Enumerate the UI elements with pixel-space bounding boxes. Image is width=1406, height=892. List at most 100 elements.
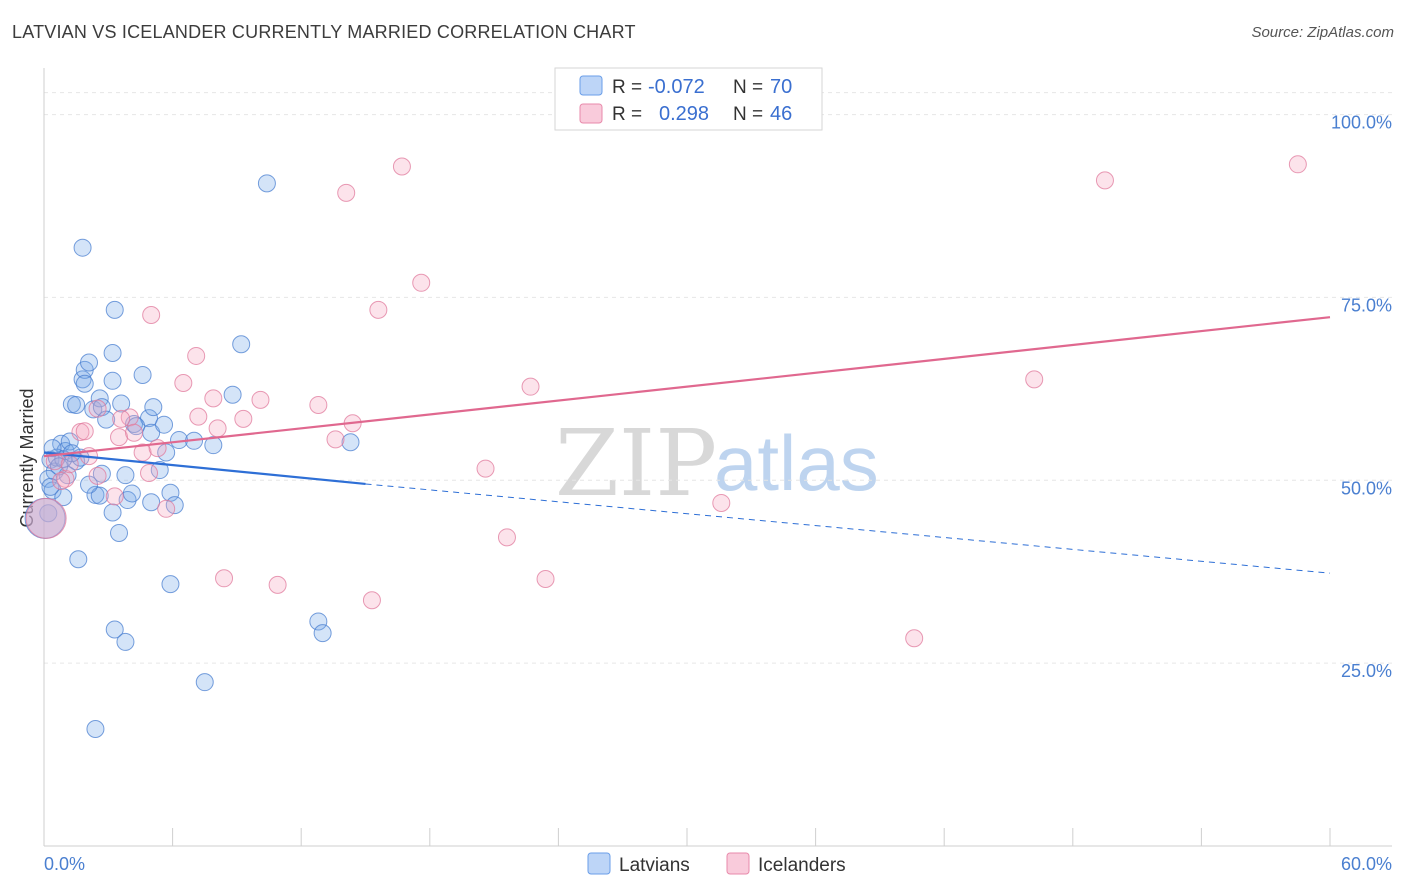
watermark-atlas: atlas [714, 419, 879, 507]
bottom-legend-swatch-icelanders [726, 852, 750, 875]
latvian-point [313, 624, 332, 643]
icelander-point [234, 409, 253, 428]
icelander-point [268, 575, 287, 594]
latvian-point [110, 523, 129, 542]
axes [43, 68, 1392, 847]
series-legend: Latvians Icelanders [587, 852, 846, 876]
legend-swatch-icelanders [579, 103, 603, 124]
legend-n-label-1: N = [733, 77, 763, 98]
icelander-point [521, 377, 540, 396]
latvian-point [257, 174, 276, 193]
icelander-point [204, 389, 223, 408]
latvian-point [112, 394, 131, 413]
icelander-point [105, 487, 124, 506]
icelander-point [187, 346, 206, 365]
icelander-point [326, 430, 345, 449]
latvian-point [204, 436, 223, 455]
icelander-point [362, 591, 381, 610]
latvian-point [105, 620, 124, 639]
latvian-point [144, 398, 163, 417]
icelander-point [110, 428, 129, 447]
icelander-point [52, 472, 71, 491]
icelander-point [337, 183, 356, 202]
x-tick-label-max: 60.0% [1341, 854, 1392, 874]
icelander-point [75, 422, 94, 441]
legend-n-value-2: 46 [770, 103, 792, 125]
source-label: Source: ZipAtlas.com [1251, 24, 1394, 41]
icelander-point [476, 459, 495, 478]
icelander-point [251, 390, 270, 409]
latvian-point [309, 612, 328, 631]
latvian-point [195, 673, 214, 692]
icelander-point [112, 409, 131, 428]
legend-n-label-2: N = [733, 104, 763, 125]
x-ticks [43, 828, 1331, 846]
y-tick-label: 50.0% [1341, 478, 1392, 498]
latvian-point [341, 433, 360, 452]
icelander-point [125, 423, 144, 442]
latvian-point [105, 300, 124, 319]
icelander-point [174, 374, 193, 393]
legend-r-value-1: -0.072 [648, 76, 705, 98]
latvian-point [103, 503, 122, 522]
latvian-point [39, 504, 58, 523]
latvian-point [41, 477, 60, 496]
latvian-point [155, 415, 174, 434]
icelander-point [157, 499, 176, 518]
latvian-point [116, 466, 135, 485]
latvian-point [90, 486, 109, 505]
icelander-point [208, 419, 227, 438]
icelander-point [88, 466, 107, 485]
icelander-point [88, 399, 107, 418]
latvian-point [165, 496, 184, 515]
watermark: ZIP atlas [555, 410, 879, 517]
icelander-point [1288, 155, 1307, 174]
icelander-point [142, 305, 161, 324]
legend-r-label-2: R = [612, 104, 642, 125]
bottom-legend-icelanders: Icelanders [758, 855, 846, 876]
latvian-point [116, 632, 135, 651]
icelander-point [905, 629, 924, 648]
latvian-point [122, 484, 141, 503]
legend-swatch-latvians [579, 75, 603, 96]
latvian-point [103, 344, 122, 363]
latvian-point [232, 335, 251, 354]
chart-title: LATVIAN VS ICELANDER CURRENTLY MARRIED C… [12, 22, 636, 42]
icelander-point [25, 497, 67, 539]
grid-lines [44, 92, 1392, 664]
latvian-point [73, 238, 92, 257]
stats-legend: R = -0.072 N = 70 R = 0.298 N = 46 [554, 67, 823, 131]
legend-r-value-2: 0.298 [659, 103, 709, 125]
latvian-trend-line-extrapolated [365, 483, 1331, 574]
trend-lines [43, 316, 1331, 574]
latvian-point [150, 461, 169, 480]
latvian-point [223, 385, 242, 404]
icelander-point [140, 463, 159, 482]
icelander-point [215, 569, 234, 588]
latvian-point [86, 719, 105, 738]
y-tick-labels: 25.0% 50.0% 75.0% 100.0% [1331, 113, 1392, 682]
icelander-point [189, 407, 208, 426]
icelander-point [497, 528, 516, 547]
latvian-point [67, 395, 86, 414]
y-tick-label: 25.0% [1341, 661, 1392, 681]
latvian-point [133, 365, 152, 384]
bottom-legend-latvians: Latvians [619, 855, 690, 876]
latvian-point [80, 353, 99, 372]
icelander-trend-line [43, 316, 1331, 458]
legend-r-label-1: R = [612, 77, 642, 98]
y-axis-title: Currently Married [17, 388, 37, 527]
latvian-point [103, 371, 122, 390]
x-tick-label-min: 0.0% [44, 854, 85, 874]
data-points [24, 155, 1307, 738]
icelander-point [712, 493, 731, 512]
latvian-trend-line [43, 451, 366, 486]
icelander-point [412, 273, 431, 292]
latvian-point [142, 493, 161, 512]
bottom-legend-swatch-latvians [587, 852, 611, 875]
icelander-point [133, 443, 152, 462]
latvian-point [69, 550, 88, 569]
latvian-point [161, 575, 180, 594]
icelander-point [60, 455, 79, 474]
